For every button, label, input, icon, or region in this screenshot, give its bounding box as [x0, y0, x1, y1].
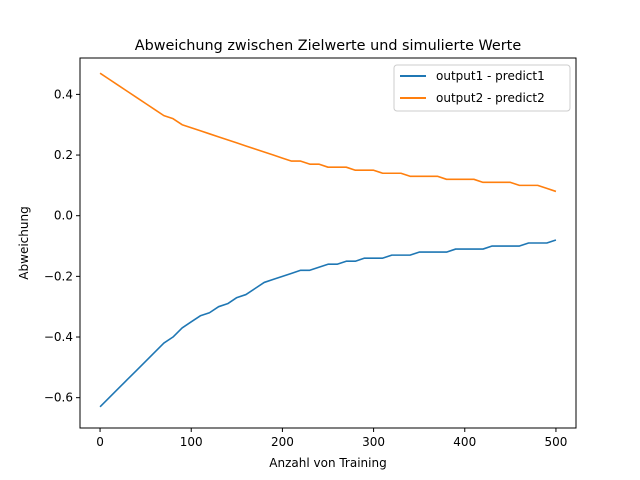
chart-title: Abweichung zwischen Zielwerte und simuli… [135, 38, 522, 54]
x-tick-label: 200 [271, 435, 294, 449]
y-tick-label: 0.2 [54, 148, 73, 162]
series-layer [99, 72, 557, 408]
x-axis-label: Anzahl von Training [269, 456, 386, 470]
legend: output1 - predict1 output2 - predict2 [393, 64, 571, 112]
y-tick-label: −0.6 [44, 391, 73, 405]
x-tick-label: 400 [453, 435, 476, 449]
x-tick-label: 100 [180, 435, 203, 449]
y-tick-label: 0.4 [54, 87, 73, 101]
x-tick-label: 300 [362, 435, 385, 449]
plot-frame [79, 57, 577, 429]
series-line-2 [99, 72, 557, 193]
x-tick-label: 500 [544, 435, 567, 449]
x-tick-label: 0 [96, 435, 104, 449]
legend-label-series-2: output2 - predict2 [436, 91, 545, 105]
legend-box [393, 64, 571, 112]
ticks-layer: 0 100 200 300 400 500 −0.6 −0.4 −0.2 0.0 0.2 0.4 [44, 87, 568, 449]
y-tick-label: −0.2 [44, 269, 73, 283]
y-axis-label: Abweichung [17, 206, 31, 279]
y-tick-label: −0.4 [44, 330, 73, 344]
legend-label-series-1: output1 - predict1 [436, 69, 545, 83]
series-line-1 [99, 239, 557, 408]
y-tick-label: 0.0 [54, 209, 73, 223]
